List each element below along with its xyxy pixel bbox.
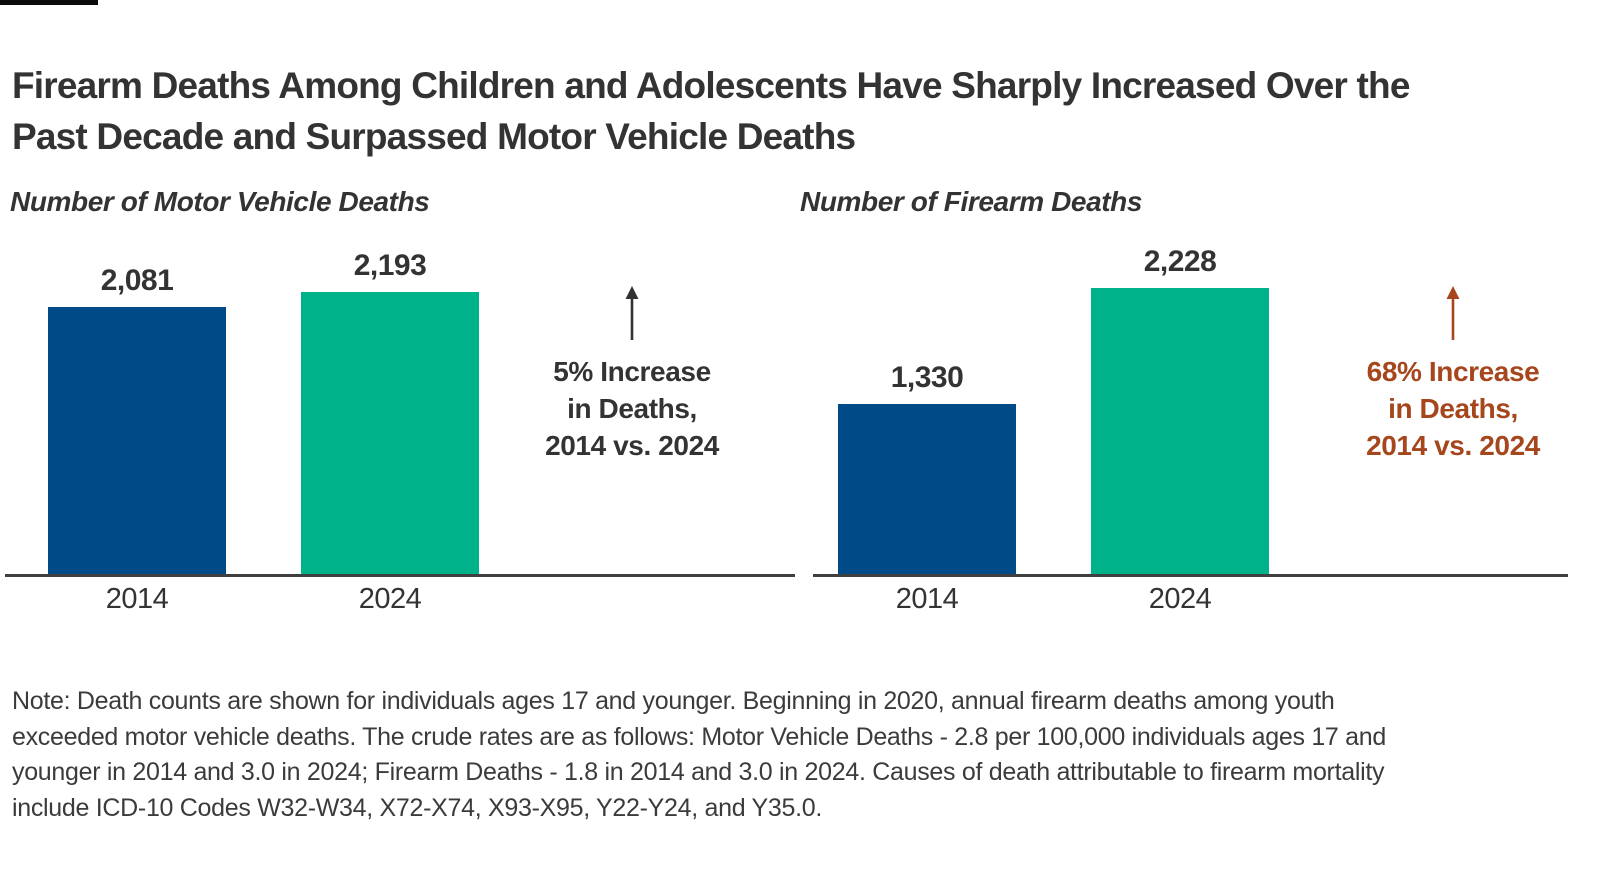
up-arrow-icon (621, 286, 643, 340)
annotation-line: 2014 vs. 2024 (545, 430, 719, 461)
annotation-line: in Deaths, (567, 393, 697, 424)
note-line: younger in 2014 and 3.0 in 2024; Firearm… (12, 758, 1385, 786)
bar-group-2024: 2,228 (1091, 236, 1269, 576)
bar-group-2014: 1,330 (838, 236, 1016, 576)
x-axis-labels: 2014 2024 (800, 583, 1570, 619)
x-axis-line (813, 574, 1568, 577)
bar-value-label: 1,330 (890, 361, 964, 394)
plot-area: 1,330 2,228 68% Increase in Deaths, 2014… (800, 236, 1570, 577)
note-line: include ICD-10 Codes W32-W34, X72-X74, X… (12, 793, 823, 822)
note-line: Note: Death counts are shown for individ… (12, 687, 1335, 715)
note-text: Note: Death counts are shown for individ… (12, 684, 1492, 826)
chart-headline-line-2: Past Decade and Surpassed Motor Vehicle … (12, 116, 856, 157)
logo-fragment (0, 0, 98, 5)
x-axis-label: 2014 (895, 583, 959, 615)
motor-vehicle-deaths-chart: Number of Motor Vehicle Deaths 2,081 2,1… (5, 186, 796, 619)
bar-value-label: 2,228 (1143, 245, 1217, 278)
increase-annotation: 5% Increase in Deaths, 2014 vs. 2024 (497, 286, 767, 464)
annotation-line: 68% Increase (1366, 356, 1540, 387)
annotation-text: 5% Increase in Deaths, 2014 vs. 2024 (497, 353, 767, 464)
bar-2024 (1091, 288, 1269, 576)
x-axis-label: 2024 (1148, 583, 1212, 615)
chart-headline: Firearm Deaths Among Children and Adoles… (12, 60, 1572, 162)
annotation-line: 2014 vs. 2024 (1366, 430, 1540, 461)
bar-value-label: 2,193 (353, 249, 427, 282)
bar-2014 (838, 404, 1016, 576)
bar-2024 (301, 292, 479, 576)
x-axis-labels: 2014 2024 (10, 583, 796, 619)
x-axis-label: 2014 (105, 583, 169, 615)
plot-area: 2,081 2,193 5% Increase in Deaths, 2014 … (5, 236, 796, 577)
bar-group-2014: 2,081 (48, 236, 226, 576)
chart-headline-line-1: Firearm Deaths Among Children and Adoles… (12, 65, 1410, 106)
x-axis-line (5, 574, 795, 577)
bar-value-label: 2,081 (100, 264, 174, 297)
firearm-deaths-chart: Number of Firearm Deaths 1,330 2,228 68%… (800, 186, 1570, 619)
annotation-line: in Deaths, (1388, 393, 1518, 424)
bar-2014 (48, 307, 226, 576)
x-axis-label: 2024 (358, 583, 422, 615)
up-arrow-icon (1442, 286, 1464, 340)
increase-annotation: 68% Increase in Deaths, 2014 vs. 2024 (1318, 286, 1588, 464)
annotation-text: 68% Increase in Deaths, 2014 vs. 2024 (1318, 353, 1588, 464)
chart-subtitle: Number of Firearm Deaths (800, 186, 1143, 217)
chart-subtitle: Number of Motor Vehicle Deaths (10, 186, 430, 217)
annotation-line: 5% Increase (553, 356, 711, 387)
bar-group-2024: 2,193 (301, 236, 479, 576)
note-line: exceeded motor vehicle deaths. The crude… (12, 722, 1386, 751)
